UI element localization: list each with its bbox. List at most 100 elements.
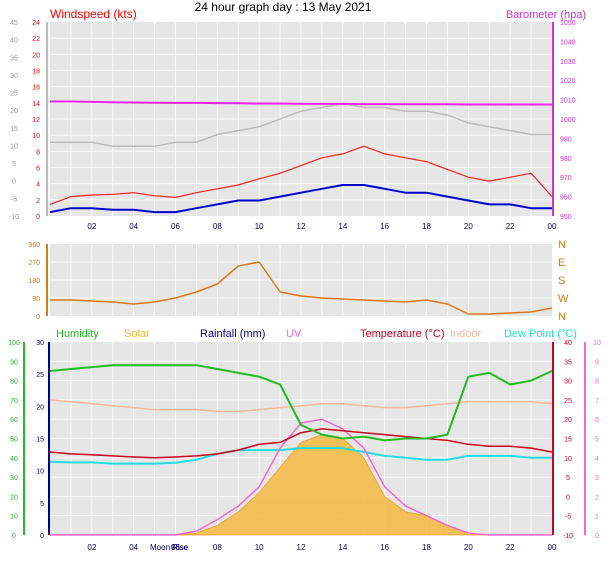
wind-outer-tick: 5 (12, 161, 16, 168)
wind-x-tick: 04 (129, 222, 138, 231)
uv-tick: 8 (595, 379, 599, 386)
baro-tick: 1040 (560, 39, 576, 46)
uv-tick: 7 (595, 398, 599, 405)
humidity-tick: 10 (10, 514, 18, 521)
rain-tick: 5 (40, 501, 44, 508)
humidity-line (49, 364, 553, 442)
wind-kts-tick: 16 (32, 85, 40, 92)
wind-outer-tick: 45 (10, 20, 18, 27)
wind-outer-tick: 15 (10, 126, 18, 133)
wind-kts-tick: 10 (32, 133, 40, 140)
wind-x-tick: 14 (338, 222, 347, 231)
wind-outer-tick: -10 (9, 214, 19, 221)
windspeed-line (49, 145, 553, 205)
rain-tick: 30 (36, 340, 44, 347)
direction-tick: 270 (28, 260, 40, 267)
temp-tick: 30 (564, 379, 572, 386)
rain-tick: 25 (36, 372, 44, 379)
wind-outer-tick: 20 (10, 108, 18, 115)
humidity-tick: 0 (12, 533, 16, 540)
baro-tick: 1030 (560, 59, 576, 66)
uv-tick: 5 (595, 437, 599, 444)
chart-title: 24 hour graph day : 13 May 2021 (195, 0, 372, 14)
baro-tick: 1010 (560, 98, 576, 105)
wind-legend: Windspeed (kts) (50, 7, 137, 21)
uv-tick: 3 (595, 475, 599, 482)
temperature-legend-item: Solar (124, 328, 150, 340)
wind-x-tick: 16 (380, 222, 389, 231)
wind-x-tick: 06 (171, 222, 180, 231)
wind-kts-tick: 20 (32, 52, 40, 59)
uv-tick: 6 (595, 417, 599, 424)
wind-kts-tick: 14 (32, 101, 40, 108)
average-wind-line (49, 184, 552, 214)
wind-kts-tick: 4 (36, 182, 40, 189)
baro-tick: 970 (560, 175, 572, 182)
baro-tick: 980 (560, 156, 572, 163)
temperature-legend-item: Indoor (450, 328, 482, 340)
temp-tick: 15 (564, 437, 572, 444)
humidity-tick: 20 (10, 494, 18, 501)
temp-tick: 25 (564, 398, 572, 405)
compass-label: E (558, 257, 565, 269)
humidity-tick: 40 (10, 456, 18, 463)
temperature-x-tick: 16 (380, 543, 389, 552)
wind-x-tick: 00 (548, 222, 557, 231)
temp-tick: 40 (564, 340, 572, 347)
uv-tick: 0 (595, 533, 599, 540)
wind-outer-tick: 25 (10, 91, 18, 98)
baro-legend: Barometer (hpa) (506, 9, 586, 21)
compass-label: N (558, 239, 566, 251)
wind-x-tick: 18 (422, 222, 431, 231)
uv-tick: 10 (593, 340, 601, 347)
baro-tick: 960 (560, 195, 572, 202)
temperature-line (49, 428, 553, 459)
temperature-x-tick: 20 (464, 543, 473, 552)
baro-tick: 1050 (560, 20, 576, 27)
humidity-tick: 80 (10, 379, 18, 386)
wind-outer-tick: 35 (10, 55, 18, 62)
wind-kts-tick: 0 (36, 214, 40, 221)
temperature-legend-item: Dew Point (°C) (504, 328, 577, 340)
wind-x-tick: 08 (213, 222, 222, 231)
temperature-legend-item: UV (286, 328, 302, 340)
wind-kts-tick: 18 (32, 69, 40, 76)
temperature-legend-item: Rainfall (mm) (200, 328, 265, 340)
temperature-legend-item: Humidity (56, 328, 99, 340)
wind-x-tick: 12 (297, 222, 306, 231)
wind-outer-tick: 40 (10, 38, 18, 45)
temperature-x-tick: 12 (297, 543, 306, 552)
compass-label: W (558, 293, 569, 305)
uv-tick: 1 (595, 514, 599, 521)
temp-tick: -10 (563, 533, 573, 540)
temperature-x-tick: 14 (338, 543, 347, 552)
temp-tick: 10 (564, 456, 572, 463)
wind-outer-tick: 0 (12, 179, 16, 186)
wind-kts-tick: 12 (32, 117, 40, 124)
baro-tick: 1020 (560, 78, 576, 85)
temperature-x-tick: 04 (129, 543, 138, 552)
temperature-x-tick: 18 (422, 543, 431, 552)
humidity-tick: 90 (10, 359, 18, 366)
temp-tick: -5 (565, 514, 571, 521)
rain-tick: 0 (40, 533, 44, 540)
temp-tick: 0 (566, 494, 570, 501)
wind-outer-tick: 30 (10, 73, 18, 80)
rain-tick: 15 (36, 437, 44, 444)
temperature-x-tick: 06 (171, 543, 180, 552)
humidity-tick: 50 (10, 437, 18, 444)
direction-tick: 180 (28, 278, 40, 285)
dewpoint-line (49, 447, 552, 465)
baro-tick: 950 (560, 214, 572, 221)
temperature-x-tick: 10 (255, 543, 264, 552)
direction-tick: 360 (28, 242, 40, 249)
temperature-x-tick: 08 (213, 543, 222, 552)
wind-x-tick: 20 (464, 222, 473, 231)
wind-x-tick: 10 (255, 222, 264, 231)
wind-kts-tick: 6 (36, 166, 40, 173)
wind-x-tick: 02 (87, 222, 96, 231)
wind-outer-tick: -5 (11, 196, 17, 203)
uv-tick: 2 (595, 494, 599, 501)
